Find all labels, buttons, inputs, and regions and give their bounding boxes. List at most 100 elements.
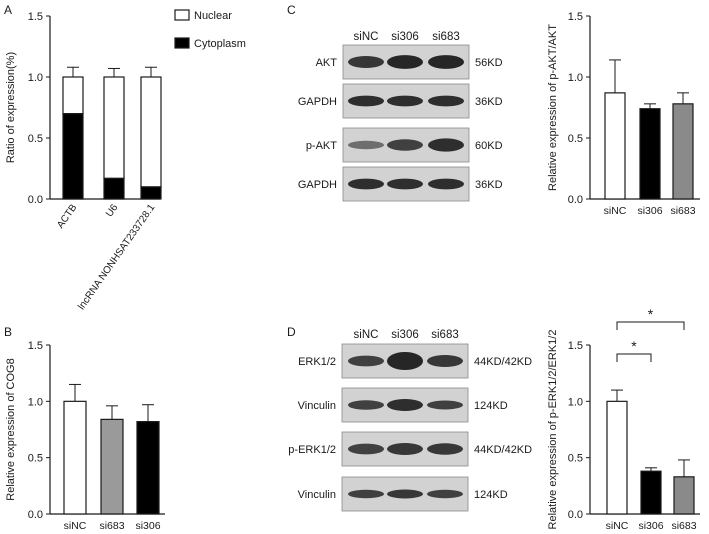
bar-segment (62, 76, 84, 115)
bar (672, 103, 694, 200)
x-tick-label: siNC (64, 520, 87, 532)
bar (136, 421, 160, 515)
blot-band (348, 355, 384, 367)
bar-segment (140, 76, 162, 188)
y-tick-label: 1.5 (568, 340, 583, 352)
panel-letter-a: A (4, 3, 12, 17)
protein-label: p-AKT (306, 140, 337, 152)
lane-label: si306 (391, 329, 419, 341)
x-tick-label: si683 (671, 520, 696, 532)
molecular-weight-label: 124KD (474, 400, 508, 412)
blot-band (428, 55, 464, 69)
y-axis-label: Relative expression of p-ERK1/2/ERK1/2 (547, 330, 559, 530)
x-tick-label: si306 (638, 520, 663, 532)
blot-band (427, 400, 463, 410)
y-tick-label: 0.5 (568, 133, 583, 145)
molecular-weight-label: 44KD/42KD (474, 356, 532, 368)
blot-band (348, 95, 384, 107)
bar-segment (103, 177, 125, 200)
panel-letter-b: B (4, 325, 12, 339)
significance-bracket (616, 321, 685, 330)
blot-band (387, 178, 423, 190)
bar (63, 400, 87, 515)
legend-label: Cytoplasm (194, 38, 246, 50)
significance-star: * (631, 338, 637, 354)
blot-band (387, 399, 423, 411)
blot-band (387, 95, 423, 107)
chart-c: 0.0 0.5 1.0 1.5 Relative expression of p-AKT… (547, 11, 700, 217)
x-tick-label: lncRNA NONHSAT233728.1 (76, 202, 158, 312)
significance-bracket (616, 353, 652, 362)
y-axis-label: Relative expression of COG8 (5, 358, 17, 500)
blot-band (387, 139, 423, 151)
protein-label: GAPDH (298, 96, 337, 108)
y-tick-label: 0.0 (28, 509, 43, 521)
bar (639, 108, 661, 200)
blot-band (348, 56, 384, 68)
protein-label: GAPDH (298, 179, 337, 191)
panel-letter-d: D (287, 325, 296, 339)
y-tick-label: 0.0 (568, 509, 583, 521)
y-tick-label: 0.5 (28, 133, 43, 145)
blot-band (427, 355, 463, 367)
lane-label: si306 (391, 31, 419, 43)
blot-band (348, 489, 384, 499)
y-tick-label: 1.0 (28, 396, 43, 408)
blot-band (387, 55, 423, 69)
blot-band (387, 489, 423, 499)
x-tick-label: si683 (99, 520, 124, 532)
blot-band (427, 443, 463, 455)
legend-swatch (174, 9, 190, 21)
chart-d: 0.0 0.5 1.0 1.5 Relative expression of p-ERK… (547, 306, 700, 532)
panel-letter-c: C (287, 3, 296, 17)
protein-label: AKT (316, 57, 338, 69)
bar (673, 476, 695, 515)
molecular-weight-label: 56KD (475, 57, 503, 69)
blot-band (428, 178, 464, 190)
lane-label: siNC (354, 329, 379, 341)
bar (604, 92, 626, 200)
blot-band (427, 489, 463, 499)
western-blot-c: siNC si306 si683 AKT 56KD GAPDH 36KD p-AKT 60KD G… (298, 31, 503, 202)
legend-label: Nuclear (194, 10, 232, 22)
molecular-weight-label: 124KD (474, 489, 508, 501)
y-tick-label: 0.5 (28, 453, 43, 465)
chart-b: 0.0 0.5 1.0 1.5 Relative expression of COG8 s… (5, 340, 165, 532)
molecular-weight-label: 36KD (475, 179, 503, 191)
blot-band (348, 400, 384, 410)
lane-label: si683 (431, 329, 459, 341)
blot-band (348, 140, 384, 150)
bar-segment (103, 76, 125, 179)
x-tick-label: U6 (104, 202, 121, 219)
bar-segment (62, 112, 84, 200)
protein-label: ERK1/2 (298, 356, 336, 368)
protein-label: Vinculin (298, 489, 336, 501)
x-tick-label: si683 (670, 205, 695, 217)
significance-star: * (648, 306, 654, 322)
bar (606, 400, 628, 515)
blot-band (348, 178, 384, 190)
chart-a: 0.0 0.5 1.0 1.5 Ratio of expression(%) ACTB U6… (5, 9, 246, 312)
lane-label: si683 (432, 31, 460, 43)
y-tick-label: 1.5 (28, 340, 43, 352)
lane-label: siNC (354, 31, 379, 43)
blot-band (387, 443, 423, 455)
blot-band (428, 95, 464, 107)
y-tick-label: 1.0 (28, 72, 43, 84)
bar (100, 418, 124, 515)
x-tick-label: si306 (637, 205, 662, 217)
y-axis-label: Relative expression of p-AKT/AKT (547, 24, 559, 191)
y-tick-label: 0.5 (568, 453, 583, 465)
molecular-weight-label: 44KD/42KD (474, 444, 532, 456)
western-blot-d: siNC si306 si683 ERK1/2 44KD/42KD Vinculin 124… (288, 329, 532, 512)
y-axis-label: Ratio of expression(%) (5, 52, 17, 163)
y-tick-label: 1.0 (568, 396, 583, 408)
protein-label: p-ERK1/2 (288, 444, 336, 456)
bar (640, 470, 662, 515)
y-tick-label: 0.0 (28, 194, 43, 206)
y-tick-label: 0.0 (568, 194, 583, 206)
x-tick-label: siNC (604, 205, 627, 217)
x-tick-label: ACTB (55, 202, 79, 230)
protein-label: Vinculin (298, 400, 336, 412)
